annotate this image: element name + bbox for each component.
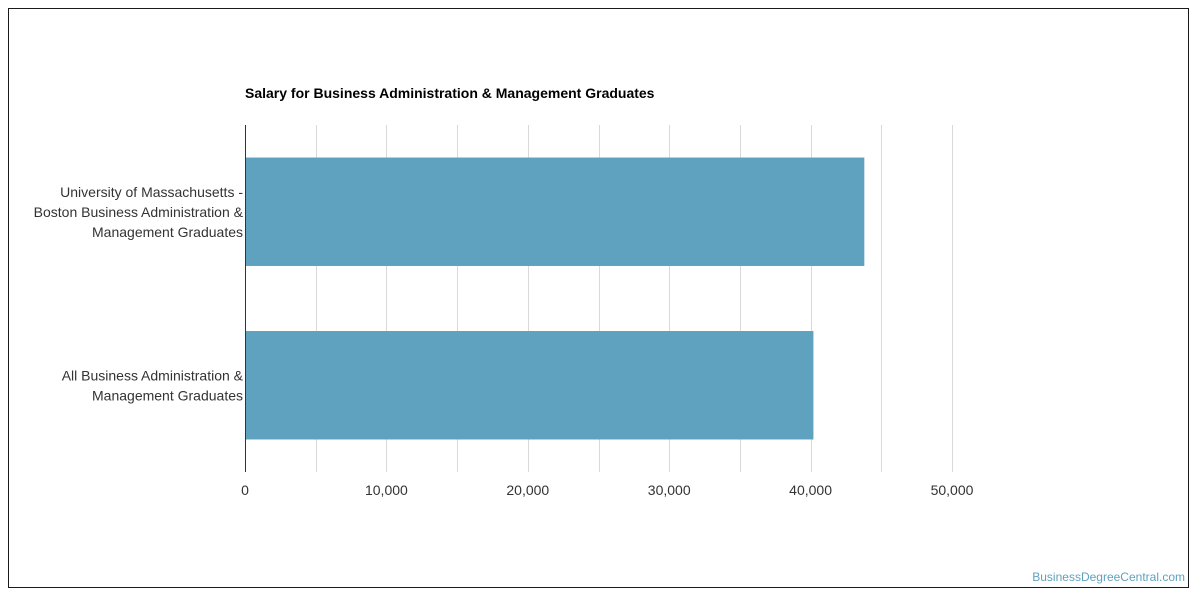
x-tick-label: 20,000	[506, 482, 549, 498]
watermark-text: BusinessDegreeCentral.com	[1032, 570, 1185, 584]
chart-frame	[8, 8, 1189, 588]
bar-layer	[245, 157, 865, 440]
bar-1	[245, 157, 865, 266]
category-label-2: All Business Administration & Management …	[62, 367, 244, 403]
x-tick-label: 10,000	[365, 482, 408, 498]
x-tick-label: 50,000	[931, 482, 974, 498]
x-tick-label: 40,000	[789, 482, 832, 498]
x-tick-label: 30,000	[648, 482, 691, 498]
x-tick-label: 0	[241, 482, 249, 498]
chart-title: Salary for Business Administration & Man…	[245, 85, 655, 101]
label-layer: University of Massachusetts -Boston Busi…	[34, 184, 974, 498]
category-label-1: University of Massachusetts -Boston Busi…	[34, 184, 244, 240]
bar-2	[245, 331, 814, 440]
